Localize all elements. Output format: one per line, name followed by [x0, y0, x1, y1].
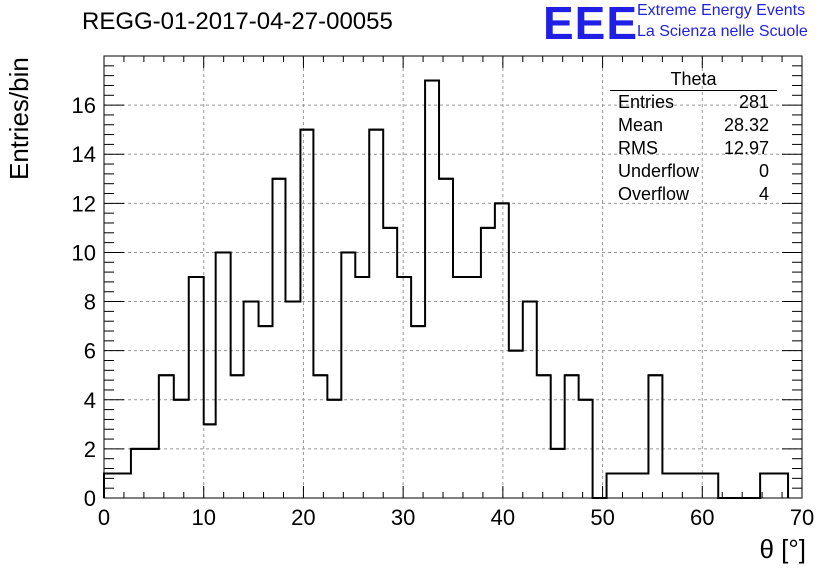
x-tick-label: 40	[491, 505, 515, 530]
stats-key: Overflow	[618, 184, 690, 204]
grid-lines	[104, 56, 802, 498]
y-tick-label: 6	[84, 339, 96, 364]
stats-key: Mean	[618, 115, 664, 135]
y-axis-label: Entries/bin	[4, 57, 34, 180]
x-tick-label: 60	[690, 505, 714, 530]
histogram-outline	[103, 79, 790, 499]
stats-row-overflow: Overflow 4	[610, 183, 777, 206]
x-tick-label: 30	[391, 505, 415, 530]
stats-row-entries: Entries 281	[610, 91, 777, 114]
y-tick-label: 8	[84, 290, 96, 315]
x-tick-label: 70	[790, 505, 814, 530]
x-axis-label: θ [°]	[759, 534, 806, 564]
stats-key: RMS	[618, 138, 658, 158]
stats-box: Theta Entries 281 Mean 28.32 RMS 12.97 U…	[610, 68, 777, 206]
y-tick-label: 2	[84, 437, 96, 462]
stats-value: 12.97	[723, 138, 769, 158]
stats-row-underflow: Underflow 0	[610, 160, 777, 183]
stats-value: 0	[758, 161, 769, 181]
axis-ticks	[103, 56, 803, 499]
logo-subtitle-2: La Scienza nelle Scuole	[637, 23, 808, 40]
plot-frame	[103, 55, 803, 499]
y-tick-label: 12	[72, 191, 96, 216]
y-tick-label: 4	[84, 388, 96, 413]
y-tick-label: 10	[72, 240, 96, 265]
x-tick-label: 0	[98, 505, 110, 530]
stats-title: Theta	[610, 68, 777, 91]
y-tick-label: 0	[84, 486, 96, 511]
stats-value: 4	[758, 184, 769, 204]
stats-value: 281	[738, 92, 769, 112]
stats-value: 28.32	[723, 115, 769, 135]
x-tick-label: 20	[291, 505, 315, 530]
logo-subtitle-1: Extreme Energy Events	[637, 2, 806, 19]
chart-title: REGG-01-2017-04-27-00055	[82, 8, 393, 35]
x-tick-label: 10	[191, 505, 215, 530]
y-tick-label: 16	[72, 93, 96, 118]
stats-row-mean: Mean 28.32	[610, 114, 777, 137]
stats-key: Underflow	[618, 161, 700, 181]
y-tick-label: 14	[72, 142, 96, 167]
x-tick-label: 50	[590, 505, 614, 530]
stats-row-rms: RMS 12.97	[610, 137, 777, 160]
eee-logo: EEE	[543, 0, 639, 49]
stats-key: Entries	[618, 92, 675, 112]
